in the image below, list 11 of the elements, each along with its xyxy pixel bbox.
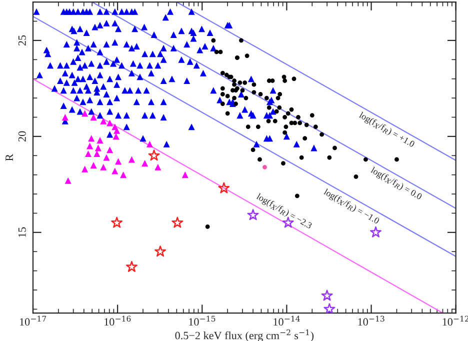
y-tick-label: 20 — [18, 131, 26, 142]
y-tick-label: 15 — [18, 227, 26, 237]
x-tick-label: 10$^{−17}$ — [20, 316, 46, 326]
annotation: log(f$_{X}$/f$_{R}$) = −2.3 — [255, 192, 313, 230]
x-tick-label: 10$^{−15}$ — [189, 316, 216, 326]
x-tick-label: 10$^{−16}$ — [104, 316, 131, 326]
x-tick-label: 10$^{−13}$ — [358, 316, 384, 326]
annotation: log(f$_{X}$/f$_{R}$) = +1.0 — [358, 111, 416, 149]
y-axis-title: R — [6, 154, 13, 161]
x-tick-label: 10$^{−14}$ — [274, 316, 300, 326]
y-tick-label: 25 — [18, 35, 26, 46]
